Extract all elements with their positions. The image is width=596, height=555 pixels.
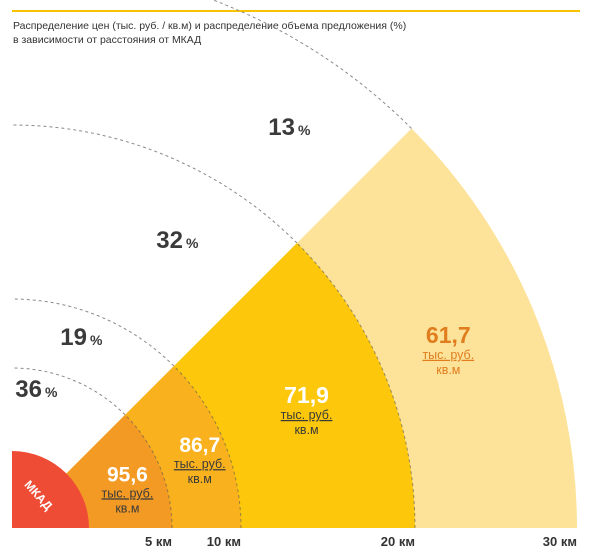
guide-arc-2 (11, 298, 175, 367)
band-boundary-2 (173, 365, 242, 529)
axis-tick-label: 10 км (207, 534, 241, 549)
band-percent-symbol: % (186, 235, 199, 251)
band-price-label: 71,9 (284, 382, 329, 408)
band-percent-value: 32 (156, 227, 183, 254)
band-unit-bottom: кв.м (294, 423, 318, 437)
band-unit-bottom: кв.м (188, 472, 212, 486)
band-boundary-3 (296, 242, 416, 529)
band-boundary-1 (124, 414, 173, 529)
band-unit-bottom: кв.м (436, 363, 460, 377)
mkad-disc (12, 451, 89, 528)
band-percent-value: 19 (60, 324, 87, 351)
band-unit-top: тыс. руб. (174, 457, 226, 471)
band-price-label: 95,6 (107, 463, 148, 486)
band-percent-value: 36 (15, 376, 42, 403)
band-price-label: 86,7 (179, 434, 220, 457)
chart-title-line2: в зависимости от расстояния от МКАД (13, 34, 202, 46)
band-unit-bottom: кв.м (115, 501, 139, 515)
band-unit-top: тыс. руб. (422, 348, 474, 362)
band-price-label: 61,7 (426, 322, 471, 348)
band-percent-symbol: % (298, 122, 311, 138)
axis-tick-label: 20 км (381, 534, 415, 549)
band-sectors (12, 128, 577, 529)
guide-arc-1 (11, 367, 126, 416)
band-percent-value: 13 (268, 114, 295, 141)
guide-arc-4 (211, 0, 412, 129)
axis-ticks: 5 км 10 км 20 км 30 км (145, 534, 577, 549)
chart-title: Распределение цен (тыс. руб. / кв.м) и р… (13, 19, 513, 47)
axis-tick-label: 30 км (543, 534, 577, 549)
band-unit-top: тыс. руб. (281, 408, 333, 422)
chart-title-line1: Распределение цен (тыс. руб. / кв.м) и р… (13, 20, 407, 32)
guide-arc-3 (11, 124, 298, 244)
axis-tick-label: 5 км (145, 534, 172, 549)
band-percent-symbol: % (90, 332, 103, 348)
top-rule (12, 10, 580, 12)
band-unit-top: тыс. руб. (102, 486, 154, 500)
band-percent-symbol: % (45, 384, 58, 400)
guide-arcs (11, 0, 412, 416)
